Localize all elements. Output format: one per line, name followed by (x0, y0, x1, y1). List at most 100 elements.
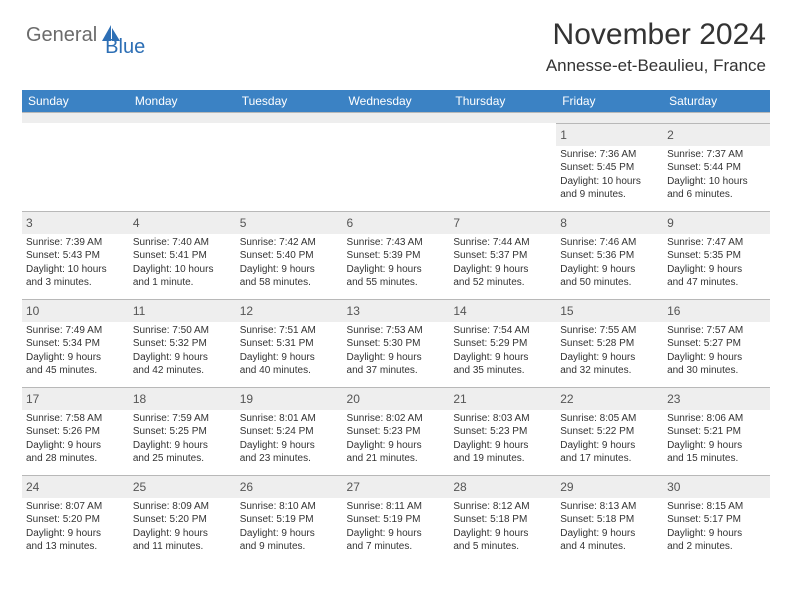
daylight-text: and 42 minutes. (133, 364, 232, 378)
calendar-day-cell: 2Sunrise: 7:37 AMSunset: 5:44 PMDaylight… (663, 123, 770, 211)
daylight-text: Daylight: 9 hours (667, 527, 766, 541)
logo: General Blue (26, 18, 163, 47)
sunrise-text: Sunrise: 8:11 AM (347, 500, 446, 514)
day-number: 12 (236, 299, 343, 322)
sunset-text: Sunset: 5:28 PM (560, 337, 659, 351)
calendar-day-cell: 25Sunrise: 8:09 AMSunset: 5:20 PMDayligh… (129, 475, 236, 563)
daylight-text: Daylight: 9 hours (347, 439, 446, 453)
sunset-text: Sunset: 5:20 PM (26, 513, 125, 527)
sunrise-text: Sunrise: 7:39 AM (26, 236, 125, 250)
sunset-text: Sunset: 5:37 PM (453, 249, 552, 263)
daylight-text: Daylight: 9 hours (453, 351, 552, 365)
sunrise-text: Sunrise: 7:53 AM (347, 324, 446, 338)
day-number: 5 (236, 211, 343, 234)
calendar-day-cell: 18Sunrise: 7:59 AMSunset: 5:25 PMDayligh… (129, 387, 236, 475)
daylight-text: and 4 minutes. (560, 540, 659, 554)
calendar-day-cell: 13Sunrise: 7:53 AMSunset: 5:30 PMDayligh… (343, 299, 450, 387)
day-number: 30 (663, 475, 770, 498)
calendar-day-cell: 20Sunrise: 8:02 AMSunset: 5:23 PMDayligh… (343, 387, 450, 475)
sunrise-text: Sunrise: 8:15 AM (667, 500, 766, 514)
daylight-text: Daylight: 9 hours (347, 263, 446, 277)
spacer-row (22, 113, 770, 123)
sunset-text: Sunset: 5:29 PM (453, 337, 552, 351)
calendar-day-cell (449, 123, 556, 211)
daylight-text: and 2 minutes. (667, 540, 766, 554)
daylight-text: and 58 minutes. (240, 276, 339, 290)
calendar-day-cell: 8Sunrise: 7:46 AMSunset: 5:36 PMDaylight… (556, 211, 663, 299)
day-header: Thursday (449, 90, 556, 113)
calendar-day-cell: 19Sunrise: 8:01 AMSunset: 5:24 PMDayligh… (236, 387, 343, 475)
daylight-text: and 55 minutes. (347, 276, 446, 290)
sunrise-text: Sunrise: 8:13 AM (560, 500, 659, 514)
calendar-day-cell: 21Sunrise: 8:03 AMSunset: 5:23 PMDayligh… (449, 387, 556, 475)
day-number: 13 (343, 299, 450, 322)
calendar-week-row: 24Sunrise: 8:07 AMSunset: 5:20 PMDayligh… (22, 475, 770, 563)
sunset-text: Sunset: 5:32 PM (133, 337, 232, 351)
daylight-text: Daylight: 9 hours (133, 527, 232, 541)
day-number: 8 (556, 211, 663, 234)
daylight-text: and 13 minutes. (26, 540, 125, 554)
calendar-week-row: 10Sunrise: 7:49 AMSunset: 5:34 PMDayligh… (22, 299, 770, 387)
daylight-text: and 50 minutes. (560, 276, 659, 290)
day-number: 9 (663, 211, 770, 234)
sunrise-text: Sunrise: 7:42 AM (240, 236, 339, 250)
sunrise-text: Sunrise: 8:09 AM (133, 500, 232, 514)
daylight-text: and 17 minutes. (560, 452, 659, 466)
daylight-text: and 19 minutes. (453, 452, 552, 466)
day-number: 7 (449, 211, 556, 234)
sunrise-text: Sunrise: 7:51 AM (240, 324, 339, 338)
sunset-text: Sunset: 5:19 PM (240, 513, 339, 527)
sunrise-text: Sunrise: 7:43 AM (347, 236, 446, 250)
daylight-text: and 11 minutes. (133, 540, 232, 554)
daylight-text: and 30 minutes. (667, 364, 766, 378)
day-header: Friday (556, 90, 663, 113)
daylight-text: and 9 minutes. (560, 188, 659, 202)
daylight-text: and 40 minutes. (240, 364, 339, 378)
day-number: 20 (343, 387, 450, 410)
daylight-text: Daylight: 10 hours (560, 175, 659, 189)
day-header: Tuesday (236, 90, 343, 113)
daylight-text: Daylight: 9 hours (453, 527, 552, 541)
daylight-text: Daylight: 9 hours (240, 439, 339, 453)
daylight-text: Daylight: 10 hours (667, 175, 766, 189)
day-number: 15 (556, 299, 663, 322)
calendar-day-cell: 29Sunrise: 8:13 AMSunset: 5:18 PMDayligh… (556, 475, 663, 563)
sunrise-text: Sunrise: 8:12 AM (453, 500, 552, 514)
sunrise-text: Sunrise: 7:55 AM (560, 324, 659, 338)
day-number: 18 (129, 387, 236, 410)
day-number: 14 (449, 299, 556, 322)
daylight-text: and 3 minutes. (26, 276, 125, 290)
daylight-text: Daylight: 9 hours (560, 263, 659, 277)
daylight-text: Daylight: 9 hours (453, 263, 552, 277)
sunrise-text: Sunrise: 8:03 AM (453, 412, 552, 426)
daylight-text: and 52 minutes. (453, 276, 552, 290)
daylight-text: Daylight: 9 hours (560, 439, 659, 453)
daylight-text: and 6 minutes. (667, 188, 766, 202)
page-title: November 2024 (546, 18, 766, 52)
logo-text-general: General (26, 24, 97, 47)
calendar-day-cell: 27Sunrise: 8:11 AMSunset: 5:19 PMDayligh… (343, 475, 450, 563)
daylight-text: Daylight: 9 hours (26, 351, 125, 365)
sunset-text: Sunset: 5:31 PM (240, 337, 339, 351)
day-header: Sunday (22, 90, 129, 113)
sunset-text: Sunset: 5:27 PM (667, 337, 766, 351)
daylight-text: Daylight: 9 hours (667, 263, 766, 277)
day-number: 6 (343, 211, 450, 234)
sunset-text: Sunset: 5:34 PM (26, 337, 125, 351)
sunset-text: Sunset: 5:45 PM (560, 161, 659, 175)
sunrise-text: Sunrise: 7:49 AM (26, 324, 125, 338)
calendar-day-cell: 7Sunrise: 7:44 AMSunset: 5:37 PMDaylight… (449, 211, 556, 299)
sunrise-text: Sunrise: 7:54 AM (453, 324, 552, 338)
calendar-week-row: 1Sunrise: 7:36 AMSunset: 5:45 PMDaylight… (22, 123, 770, 211)
day-number: 23 (663, 387, 770, 410)
sunrise-text: Sunrise: 7:47 AM (667, 236, 766, 250)
calendar-day-cell: 26Sunrise: 8:10 AMSunset: 5:19 PMDayligh… (236, 475, 343, 563)
calendar-week-row: 17Sunrise: 7:58 AMSunset: 5:26 PMDayligh… (22, 387, 770, 475)
day-number: 26 (236, 475, 343, 498)
day-number: 19 (236, 387, 343, 410)
daylight-text: Daylight: 9 hours (347, 527, 446, 541)
sunrise-text: Sunrise: 7:59 AM (133, 412, 232, 426)
sunset-text: Sunset: 5:24 PM (240, 425, 339, 439)
day-number: 1 (556, 123, 663, 146)
daylight-text: Daylight: 9 hours (667, 351, 766, 365)
